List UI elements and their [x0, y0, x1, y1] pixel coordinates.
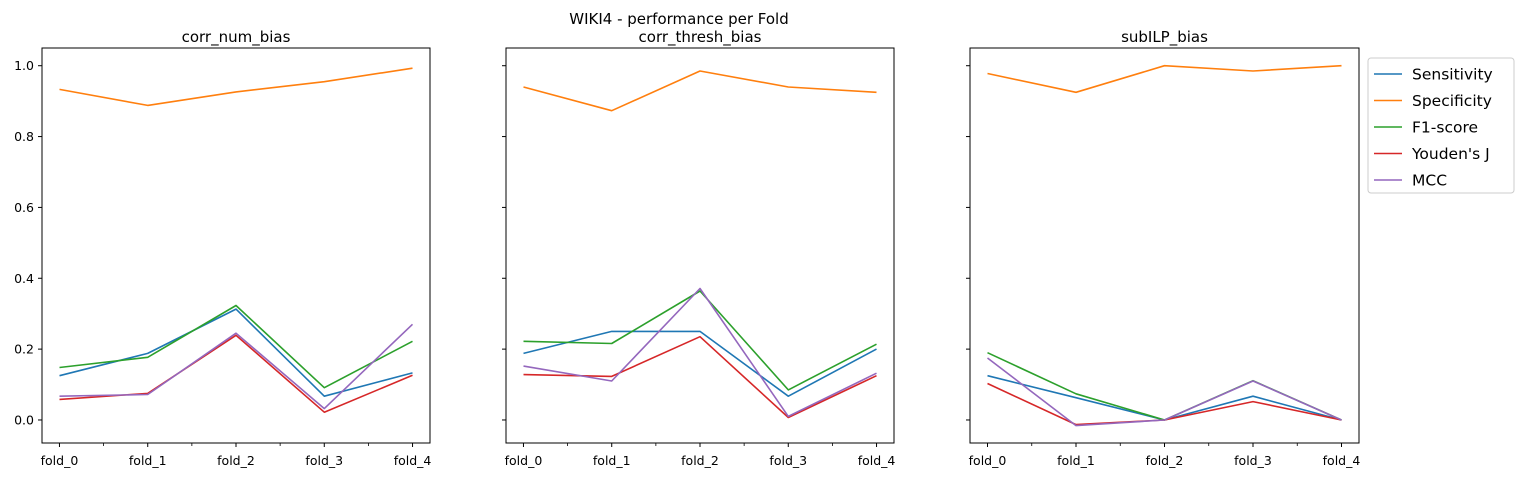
- x-tick-label: fold_1: [129, 453, 167, 468]
- y-tick-label: 0.4: [14, 271, 34, 286]
- y-tick-label: 1.0: [14, 58, 34, 73]
- x-tick-label: fold_1: [1057, 453, 1095, 468]
- series-line-f1-score: [987, 351, 1342, 421]
- series-line-mcc: [987, 357, 1342, 427]
- y-tick-label: 0.0: [14, 412, 34, 427]
- subplots: corr_num_bias 0.0 0.2 0.4 0.6 0.8 1.0 fold_0 fol…: [14, 28, 1360, 468]
- series-line-mcc: [59, 323, 414, 410]
- series-line-f1-score: [59, 304, 413, 389]
- axes-frame: [41, 47, 431, 444]
- x-tick-label: fold_0: [505, 453, 543, 468]
- legend-label: Youden's J: [1411, 145, 1490, 163]
- series-line-specificity: [523, 70, 877, 112]
- legend-item: Youden's J: [1374, 145, 1490, 163]
- legend-item: F1-score: [1374, 119, 1478, 137]
- x-tick-label: fold_0: [41, 453, 79, 468]
- legend: Sensitivity Specificity F1-score Youden's J…: [1367, 57, 1515, 194]
- x-tick-label: fold_2: [217, 453, 255, 468]
- series-line-sensitivity: [523, 330, 877, 398]
- axes-frame: [505, 47, 895, 444]
- subplot-title: subILP_bias: [1121, 28, 1208, 47]
- figure-suptitle: WIKI4 - performance per Fold: [569, 10, 789, 28]
- legend-item: Specificity: [1374, 92, 1492, 110]
- legend-item: MCC: [1374, 172, 1447, 190]
- x-tick-label: fold_4: [394, 453, 432, 468]
- subplot-2: corr_thresh_bias fold_0 fold_1 fold_2 fold_3…: [502, 28, 895, 468]
- axes-frame: [969, 47, 1360, 444]
- x-tick-label: fold_4: [858, 453, 896, 468]
- y-tick-label: 0.2: [14, 342, 34, 357]
- subplot-3: subILP_bias fold_0 fold_1 fold_2 fold_3 fold_…: [966, 28, 1360, 468]
- subplot-title: corr_thresh_bias: [639, 28, 762, 47]
- series-line-mcc: [523, 287, 877, 418]
- x-tick-label: fold_0: [969, 453, 1007, 468]
- series-line-youden-s-j: [59, 334, 413, 414]
- y-tick-label: 0.8: [14, 129, 34, 144]
- x-tick-label: fold_2: [1146, 453, 1184, 468]
- x-tick-label: fold_1: [593, 453, 631, 468]
- series-line-f1-score: [523, 290, 877, 391]
- legend-label: Specificity: [1412, 92, 1492, 110]
- series-line-sensitivity: [59, 308, 413, 398]
- x-tick-label: fold_2: [681, 453, 719, 468]
- legend-label: MCC: [1412, 172, 1447, 190]
- x-tick-label: fold_3: [769, 453, 807, 468]
- x-tick-label: fold_3: [305, 453, 343, 468]
- legend-item: Sensitivity: [1374, 66, 1493, 84]
- subplot-title: corr_num_bias: [182, 28, 291, 47]
- subplot-1: corr_num_bias 0.0 0.2 0.4 0.6 0.8 1.0 fold_0 fol…: [14, 28, 431, 468]
- x-tick-label: fold_3: [1234, 453, 1272, 468]
- legend-label: Sensitivity: [1412, 66, 1493, 84]
- series-line-specificity: [59, 67, 413, 107]
- x-tick-label: fold_4: [1323, 453, 1361, 468]
- legend-box: [1367, 57, 1515, 194]
- y-tick-label: 0.6: [14, 200, 34, 215]
- series-line-specificity: [987, 64, 1342, 94]
- legend-label: F1-score: [1412, 119, 1478, 137]
